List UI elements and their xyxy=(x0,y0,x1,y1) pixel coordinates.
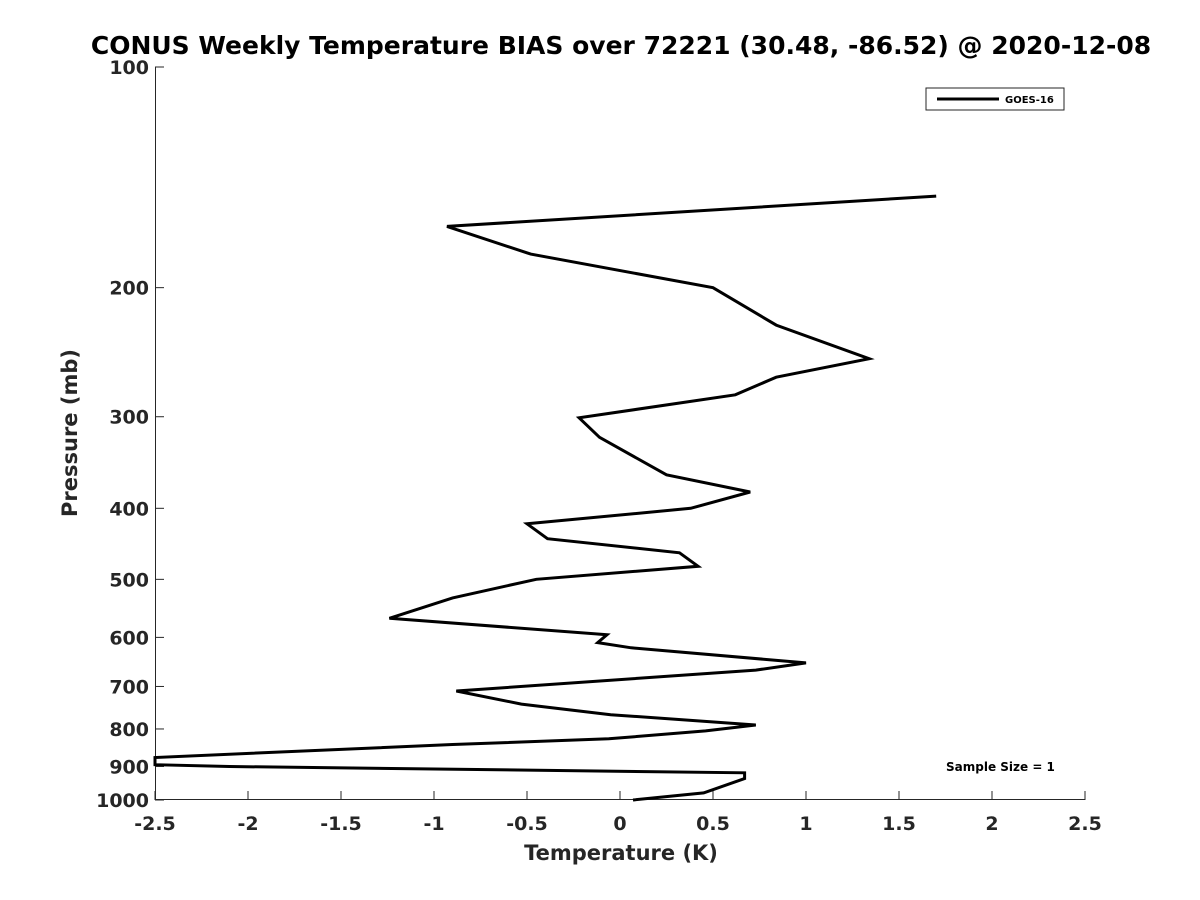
y-tick-label: 700 xyxy=(109,676,149,698)
y-axis-ticks: 100 200 300 400 500 600 700 800 900 1000 xyxy=(96,57,164,812)
y-tick-label: 800 xyxy=(109,719,149,741)
x-tick-label: -2 xyxy=(237,813,258,835)
legend-label-goes-16: GOES-16 xyxy=(1005,95,1054,106)
y-tick-label: 600 xyxy=(109,627,149,649)
y-tick-label: 400 xyxy=(109,498,149,520)
y-tick-label: 1000 xyxy=(96,790,149,812)
sample-size-annotation: Sample Size = 1 xyxy=(946,760,1055,774)
y-tick-label: 300 xyxy=(109,407,149,429)
x-tick-label: -2.5 xyxy=(134,813,176,835)
legend: GOES-16 xyxy=(925,87,1065,111)
x-tick-label: -1 xyxy=(423,813,444,835)
x-tick-label: 0 xyxy=(613,813,626,835)
x-tick-label: 2.5 xyxy=(1068,813,1102,835)
x-tick-label: 0.5 xyxy=(696,813,730,835)
plot-background xyxy=(155,67,1085,800)
plot-area xyxy=(155,67,1085,800)
series-layer xyxy=(153,194,937,802)
x-tick-label: 1 xyxy=(799,813,812,835)
x-axis-ticks: -2.5 -2 -1.5 -1 -0.5 0 0.5 1 1.5 2 2.5 xyxy=(134,791,1102,835)
y-tick-label: 200 xyxy=(109,278,149,300)
x-tick-label: 1.5 xyxy=(882,813,916,835)
y-tick-label: 900 xyxy=(109,756,149,778)
y-axis-label: Pressure (mb) xyxy=(58,349,82,517)
x-axis-label: Temperature (K) xyxy=(524,841,718,865)
chart-title: CONUS Weekly Temperature BIAS over 72221… xyxy=(91,31,1151,60)
y-tick-label: 100 xyxy=(109,57,149,79)
series-line-goes-16 xyxy=(153,194,937,802)
x-tick-label: -0.5 xyxy=(506,813,548,835)
x-tick-label: -1.5 xyxy=(320,813,362,835)
x-tick-label: 2 xyxy=(985,813,998,835)
y-tick-label: 500 xyxy=(109,569,149,591)
